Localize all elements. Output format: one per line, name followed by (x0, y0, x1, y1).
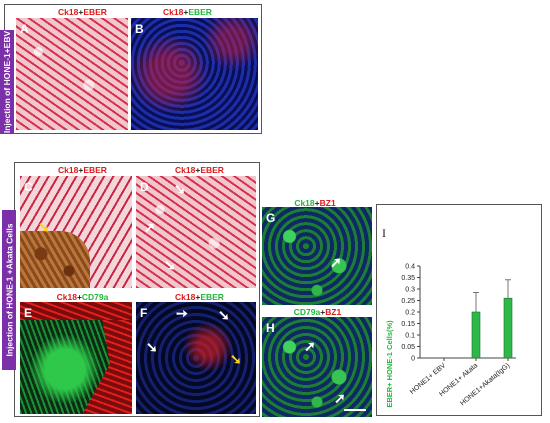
arrow-icon: ➚ (144, 219, 156, 235)
panel-a-title: Ck18+EBER (58, 7, 107, 17)
chart-panel-letter: I (382, 226, 386, 240)
panel-a-image: A (16, 18, 128, 130)
panel-g-image: G ➚ (262, 207, 372, 305)
y-tick-label: 0.15 (401, 321, 415, 328)
panel-c-letter: C (24, 180, 33, 194)
arrow-icon: ➘ (218, 307, 230, 323)
panel-h-image: H ➚ ➚ (262, 317, 372, 417)
y-tick-label: 0.25 (401, 298, 415, 305)
y-tick-label: 0 (411, 356, 415, 363)
y-tick-label: 0.1 (405, 333, 415, 340)
panel-g-letter: G (266, 211, 276, 225)
y-tick-label: 0.3 (405, 287, 415, 294)
arrow-icon: ➘ (146, 339, 158, 355)
panel-e-title: Ck18+CD79a (56, 292, 109, 302)
panel-f-image: F ➙ ➘ ➘ ➘ (136, 302, 256, 414)
side-label-top: Injection of HONE-1+EBV (0, 30, 14, 134)
y-tick-label: 0.35 (401, 275, 415, 282)
y-axis-title: EBER+ HONE-1 Cells(%) (385, 320, 394, 408)
y-tick-label: 0.2 (405, 310, 415, 317)
panel-a-letter: A (20, 22, 29, 36)
bar-chart: EBER+ HONE-1 Cells(%) 0 0.05 0.1 0.15 0.2 0.2… (385, 264, 516, 408)
arrow-icon: ➚ (334, 390, 346, 406)
side-label-top-text: Injection of HONE-1+EBV (2, 30, 12, 134)
panel-f-title: Ck18+EBER (175, 292, 224, 302)
panel-e-image: E (20, 302, 132, 414)
panel-b-title: Ck18+EBER (163, 7, 212, 17)
arrow-icon: ➙ (176, 305, 188, 321)
arrow-icon: ➘ (174, 181, 186, 197)
y-tick-label: 0.05 (401, 344, 415, 351)
panel-c-title: Ck18+EBER (58, 165, 107, 175)
scale-bar (344, 409, 366, 411)
panel-e-letter: E (24, 306, 33, 320)
bar (503, 297, 513, 359)
panel-b-image: B (131, 18, 258, 130)
panel-h-letter: H (266, 321, 275, 335)
chart-panel (376, 204, 542, 416)
panel-e-red-top (20, 302, 132, 320)
arrow-icon: ➚ (304, 338, 316, 354)
panel-c-image: C ➘ (20, 176, 132, 288)
panel-c-brown-region (20, 231, 90, 288)
panel-d-image: D ➘ ➚ ➘ (136, 176, 256, 288)
panel-g-title: Ck18+BZ1 (294, 198, 336, 208)
bar (471, 311, 481, 359)
side-label-bottom: Injection of HONE-1 +Akata Cells (2, 210, 16, 370)
arrow-icon: ➘ (164, 257, 176, 273)
side-label-bottom-text: Injection of HONE-1 +Akata Cells (4, 223, 14, 357)
arrow-icon: ➚ (330, 254, 342, 270)
panel-h-title: CD79a+BZ1 (293, 307, 342, 317)
panel-d-letter: D (140, 180, 149, 194)
arrow-icon: ➘ (38, 219, 50, 235)
y-tick-label: 0.4 (405, 264, 415, 271)
panel-b-letter: B (135, 22, 144, 36)
panel-d-title: Ck18+EBER (175, 165, 224, 175)
panel-f-letter: F (140, 306, 148, 320)
arrow-icon: ➘ (230, 351, 242, 367)
